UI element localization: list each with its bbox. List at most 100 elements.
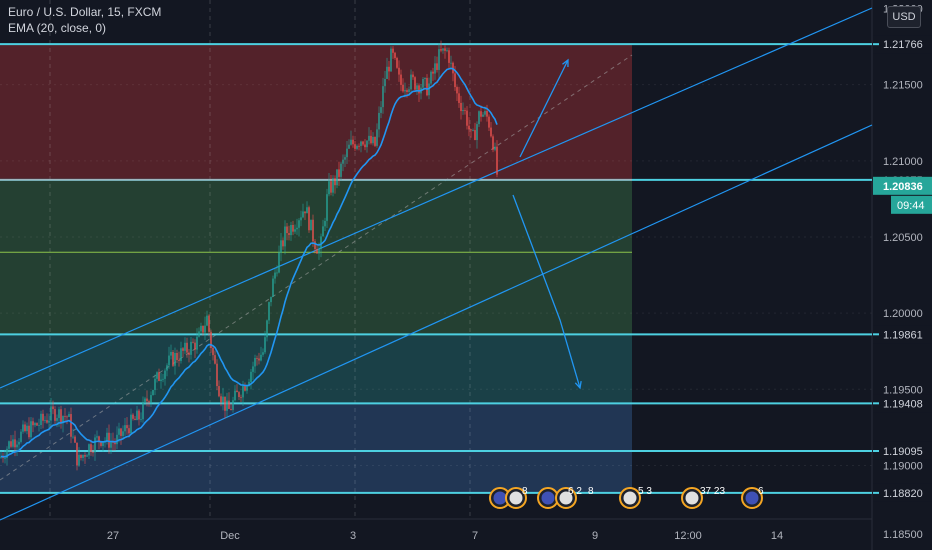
candle-body bbox=[444, 48, 446, 51]
candle-body bbox=[484, 111, 486, 115]
candle-body bbox=[146, 398, 148, 402]
candle-body bbox=[252, 366, 254, 372]
current-price-tag[interactable] bbox=[873, 176, 932, 195]
candle-body bbox=[74, 436, 76, 443]
candle-body bbox=[206, 315, 208, 326]
candle-body bbox=[238, 392, 240, 398]
ema-line[interactable] bbox=[0, 67, 498, 458]
bullish-projection-arrow[interactable] bbox=[519, 59, 569, 158]
candle-body bbox=[358, 145, 360, 147]
candle-body bbox=[274, 272, 276, 279]
bearish-projection-arrow[interactable] bbox=[512, 194, 581, 389]
candle-body bbox=[82, 455, 84, 458]
eu-event-icon bbox=[541, 491, 555, 505]
candle-body bbox=[442, 48, 444, 51]
level-price-label-bg bbox=[873, 325, 932, 344]
candle-body bbox=[320, 236, 322, 250]
candle-body bbox=[338, 169, 340, 177]
symbol-title[interactable]: Euro / U.S. Dollar, 15, FXCM bbox=[8, 5, 162, 19]
level-price-label[interactable]: 1.19095 bbox=[883, 446, 923, 458]
candle-body bbox=[142, 401, 144, 420]
candle-body bbox=[280, 240, 282, 253]
candle-body bbox=[354, 144, 356, 149]
trend-line-lower[interactable] bbox=[0, 124, 873, 521]
candle-body bbox=[286, 226, 288, 234]
bearish-projection-arrow-head bbox=[574, 380, 582, 390]
candle-body bbox=[108, 432, 110, 448]
level-price-label[interactable]: 1.19861 bbox=[883, 329, 923, 341]
indicator-label[interactable]: EMA (20, close, 0) bbox=[8, 21, 107, 35]
candle-body bbox=[154, 378, 156, 390]
candle-body bbox=[296, 227, 298, 230]
candle-body bbox=[302, 211, 304, 218]
level-price-label[interactable]: 1.18820 bbox=[883, 488, 923, 500]
candle-body bbox=[56, 418, 58, 421]
candle-body bbox=[400, 74, 402, 85]
candle-body bbox=[80, 454, 82, 458]
candle-body bbox=[170, 351, 172, 356]
trend-line-upper[interactable] bbox=[0, 7, 873, 389]
candle-body bbox=[100, 441, 102, 446]
candle-body bbox=[132, 414, 134, 419]
candle-body bbox=[216, 363, 218, 387]
candle-body bbox=[202, 325, 204, 333]
candle-body bbox=[64, 416, 66, 417]
time-axis-tick-label: 9 bbox=[592, 530, 598, 542]
time-axis-tick-label: Dec bbox=[220, 530, 240, 542]
candle-body bbox=[164, 370, 166, 379]
candle-body bbox=[272, 278, 274, 297]
candle-body bbox=[390, 48, 392, 72]
us-event-icon bbox=[509, 491, 523, 505]
candle-body bbox=[210, 331, 212, 349]
candle-body bbox=[230, 408, 232, 410]
candle-body bbox=[240, 397, 242, 398]
candle-body bbox=[244, 385, 246, 391]
candle-body bbox=[334, 178, 336, 186]
candle-body bbox=[428, 83, 430, 96]
candle-body bbox=[86, 455, 88, 457]
candle-body bbox=[46, 420, 48, 423]
candle-body bbox=[140, 419, 142, 420]
candle-body bbox=[246, 385, 248, 391]
candle-body bbox=[160, 379, 162, 381]
candle-body bbox=[290, 224, 292, 236]
candle-body bbox=[426, 77, 428, 96]
candle-body bbox=[166, 365, 168, 371]
candle-body bbox=[98, 436, 100, 442]
candle-body bbox=[378, 112, 380, 130]
countdown-tag bbox=[891, 195, 932, 214]
us-event-icon bbox=[685, 491, 699, 505]
candle-body bbox=[76, 442, 78, 466]
level-price-label[interactable]: 1.19408 bbox=[883, 398, 923, 410]
time-axis-tick-label: 27 bbox=[107, 530, 119, 542]
candle-body bbox=[228, 400, 230, 409]
currency-button[interactable]: USD bbox=[887, 6, 921, 28]
candle-body bbox=[314, 241, 316, 250]
candle-body bbox=[386, 66, 388, 79]
candle-body bbox=[192, 341, 194, 343]
candle-body bbox=[66, 416, 68, 418]
candle-body bbox=[186, 342, 188, 353]
candle-body bbox=[110, 441, 112, 448]
zone-red bbox=[0, 44, 632, 180]
candle-body bbox=[324, 220, 326, 227]
candle-body bbox=[346, 148, 348, 158]
us-event-icon bbox=[559, 491, 573, 505]
candle-body bbox=[124, 425, 126, 432]
candle-body bbox=[18, 441, 20, 445]
candle-body bbox=[6, 448, 8, 458]
candle-body bbox=[492, 136, 494, 150]
level-price-label[interactable]: 1.21766 bbox=[883, 39, 923, 51]
candle-body bbox=[182, 348, 184, 351]
candle-body bbox=[4, 457, 6, 459]
candle-body bbox=[294, 229, 296, 232]
candle-body bbox=[150, 395, 152, 403]
event-badge-count: 6 2 bbox=[568, 486, 582, 497]
zone-teal bbox=[0, 334, 632, 404]
candle-body bbox=[38, 425, 40, 426]
candle-body bbox=[12, 439, 14, 447]
candle-body bbox=[344, 157, 346, 160]
candle-body bbox=[424, 77, 426, 79]
